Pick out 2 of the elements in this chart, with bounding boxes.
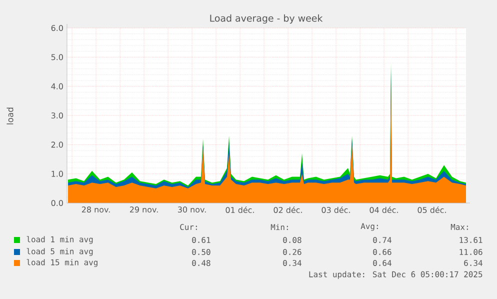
y-axis-title: load xyxy=(6,108,14,124)
chart-title: Load average - by week xyxy=(210,14,323,24)
